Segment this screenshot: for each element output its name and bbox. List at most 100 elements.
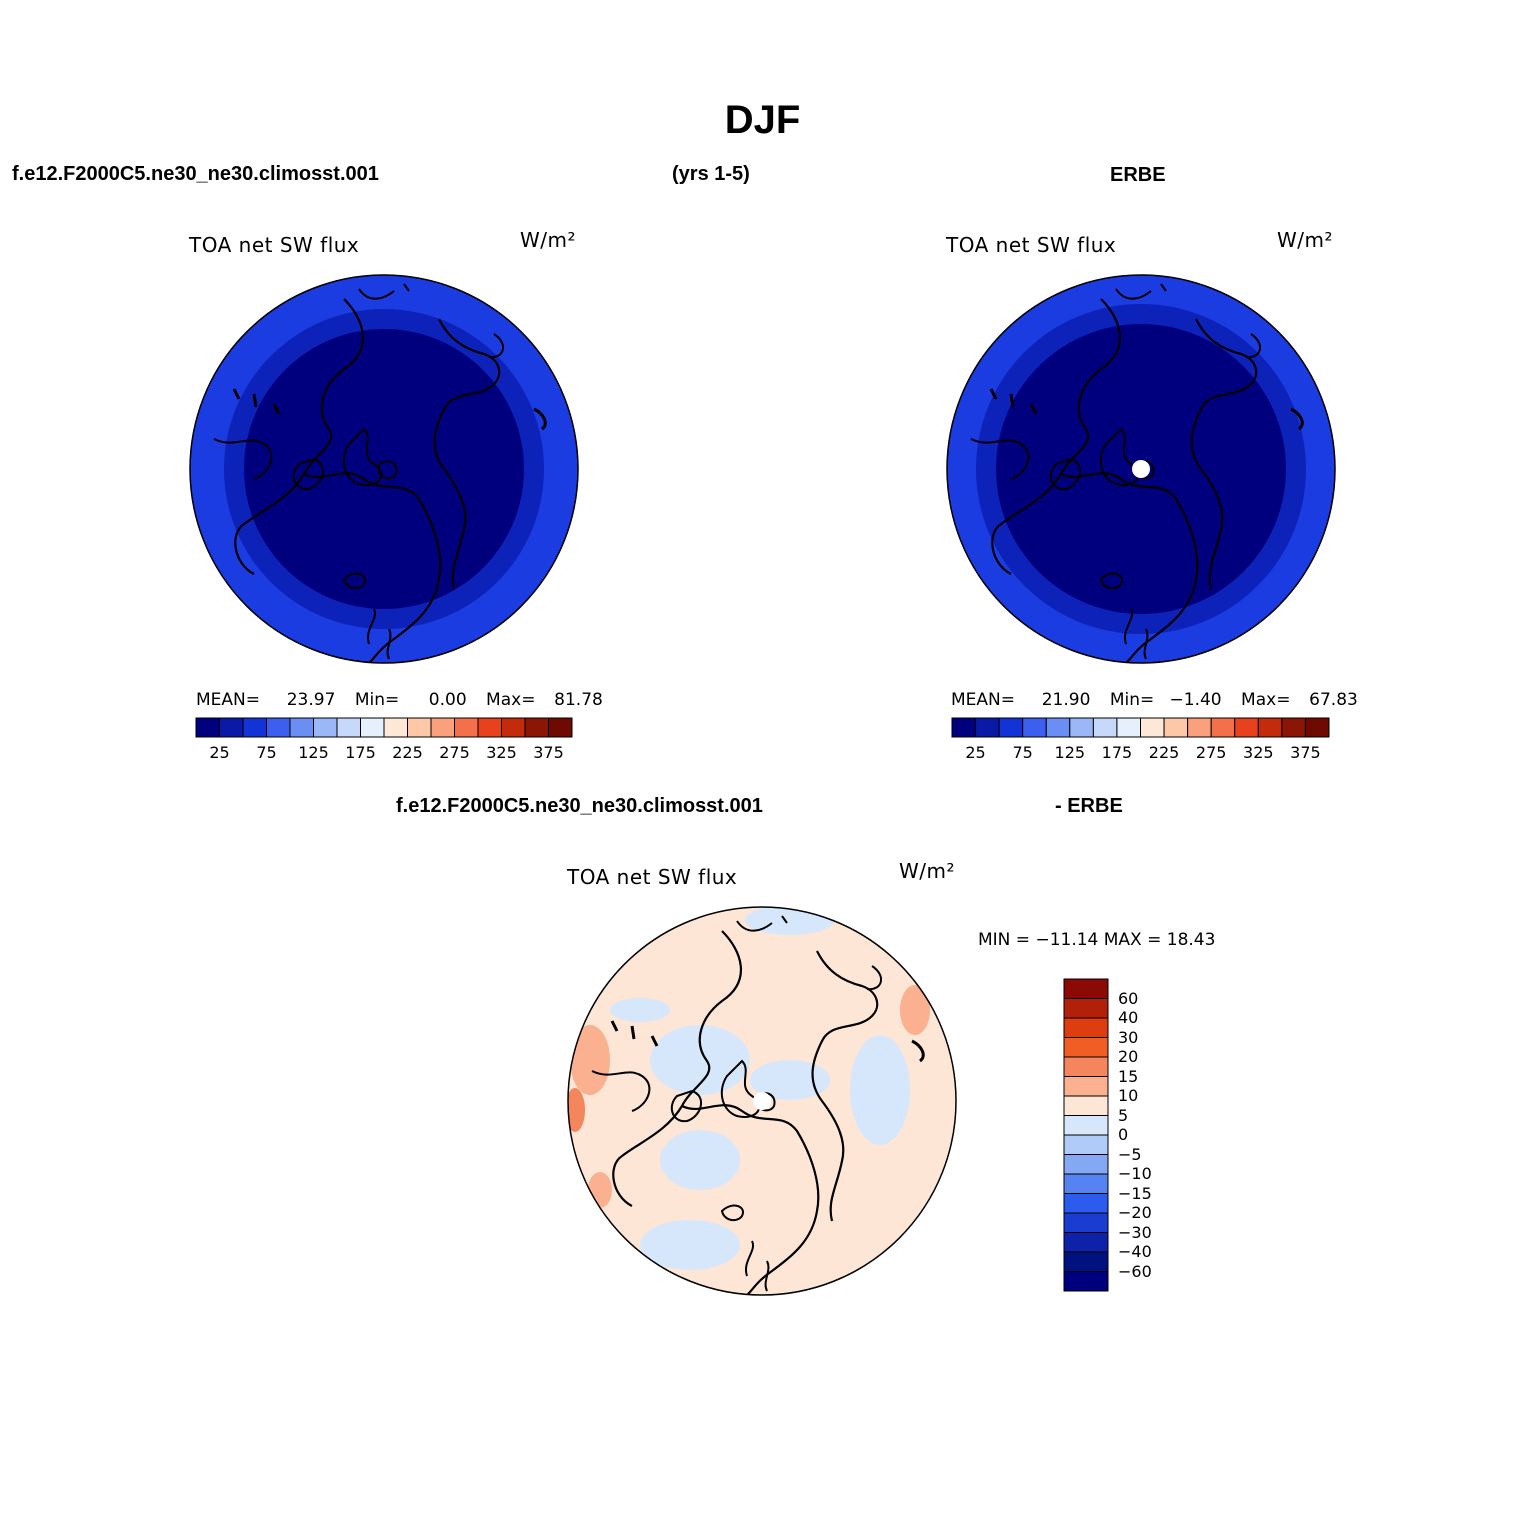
diff-negative-patch <box>640 1220 740 1270</box>
colorbar-tick-label: 375 <box>533 743 564 762</box>
case-name-label: f.e12.F2000C5.ne30_ne30.climosst.001 <box>12 163 379 185</box>
diff-pole-missing-marker <box>753 1092 771 1110</box>
diff-negative-patch <box>610 998 670 1022</box>
colorbar-tick-label: 75 <box>1012 743 1033 762</box>
colorbar-box <box>430 717 455 738</box>
colorbar-tick-label: 225 <box>1148 743 1180 762</box>
colorbar-tick-label: 10 <box>1118 1086 1139 1105</box>
colorbar-box <box>975 717 1000 738</box>
colorbar-box <box>1210 717 1236 738</box>
diff-negative-patch <box>660 1130 740 1190</box>
colorbar-tick-label: −10 <box>1118 1164 1152 1183</box>
colorbar-tick-label: −40 <box>1118 1242 1152 1261</box>
colorbar-box <box>383 717 408 738</box>
colorbar-box <box>266 717 291 738</box>
colorbar-tick-label: 275 <box>1195 743 1227 762</box>
colorbar-box <box>1063 1095 1109 1116</box>
model-units-label: W/m² <box>520 228 577 252</box>
colorbar-tick-label: −30 <box>1118 1222 1152 1242</box>
colorbar-box <box>1063 1134 1109 1155</box>
colorbar-box <box>360 717 385 738</box>
diff-obs-name-label: - ERBE <box>1055 795 1123 817</box>
colorbar-box <box>1163 717 1189 738</box>
colorbar-box <box>1281 717 1306 738</box>
colorbar-box <box>1063 1251 1109 1272</box>
colorbar-tick-label: 275 <box>439 743 470 762</box>
colorbar-tick-label: 25 <box>209 743 230 762</box>
obs-max-label: Max= <box>1241 690 1291 710</box>
colorbar-tick-label: 15 <box>1118 1066 1139 1086</box>
colorbar-box <box>1069 717 1094 738</box>
colorbar-tick-label: 175 <box>345 743 376 762</box>
diff-negative-patch <box>850 1035 910 1145</box>
colorbar-box <box>407 717 432 738</box>
obs-colorbar <box>951 717 1330 738</box>
diff-colorbar <box>1063 978 1109 1292</box>
colorbar-box <box>1234 717 1259 738</box>
colorbar-box <box>219 717 244 738</box>
model-map <box>190 275 578 663</box>
colorbar-box <box>313 717 338 738</box>
colorbar-box <box>1063 1212 1109 1233</box>
diff-stats: MIN = −11.14 MAX = 18.43 <box>978 930 1216 950</box>
diff-case-name-label: f.e12.F2000C5.ne30_ne30.climosst.001 <box>396 795 763 817</box>
diff-positive-patch <box>588 1172 612 1208</box>
obs-pole-missing-marker <box>1132 460 1150 478</box>
colorbar-box <box>1116 717 1141 738</box>
colorbar-tick-label: 175 <box>1101 743 1133 762</box>
colorbar-tick-label: −15 <box>1118 1183 1152 1203</box>
model-min-value: 0.00 <box>428 690 467 710</box>
colorbar-box <box>195 717 220 738</box>
colorbar-box <box>1063 1115 1109 1136</box>
colorbar-tick-label: 20 <box>1118 1047 1139 1066</box>
obs-map <box>947 275 1335 663</box>
colorbar-box <box>1063 1271 1109 1292</box>
colorbar-box <box>524 717 549 738</box>
diff-units-label: W/m² <box>899 859 956 883</box>
colorbar-box <box>1063 1173 1109 1194</box>
colorbar-tick-label: 60 <box>1118 988 1139 1008</box>
obs-min-value: −1.40 <box>1169 690 1222 710</box>
colorbar-tick-label: 0 <box>1118 1125 1129 1144</box>
obs-mean-label: MEAN= <box>951 690 1015 710</box>
colorbar-box <box>1257 717 1283 738</box>
colorbar-tick-label: −5 <box>1118 1144 1142 1164</box>
colorbar-tick-label: 40 <box>1118 1008 1139 1027</box>
colorbar-box <box>501 717 526 738</box>
colorbar-box <box>1022 717 1047 738</box>
colorbar-tick-label: 125 <box>298 743 329 762</box>
colorbar-box <box>548 717 573 738</box>
diff-positive-patch <box>900 985 930 1035</box>
model-variable-label: TOA net SW flux <box>189 233 360 257</box>
model-map-border <box>189 274 579 664</box>
colorbar-box <box>1092 717 1118 738</box>
colorbar-box <box>1063 1232 1109 1253</box>
colorbar-tick-label: 325 <box>486 743 517 762</box>
colorbar-box <box>1063 1017 1109 1038</box>
colorbar-tick-label: 5 <box>1118 1105 1129 1125</box>
colorbar-box <box>1140 717 1165 738</box>
diff-positive-patch <box>568 1088 585 1132</box>
colorbar-box <box>289 717 314 738</box>
diff-positive-patch <box>570 1025 610 1095</box>
diff-variable-label: TOA net SW flux <box>567 865 738 889</box>
colorbar-tick-label: 225 <box>392 743 423 762</box>
colorbar-tick-label: 325 <box>1243 743 1274 762</box>
colorbar-box <box>998 717 1024 738</box>
colorbar-box <box>1063 1076 1109 1097</box>
diff-negative-patch <box>750 1060 830 1100</box>
obs-map-border <box>946 274 1336 664</box>
colorbar-box <box>1063 1056 1109 1077</box>
model-max-label: Max= <box>486 690 536 710</box>
colorbar-box <box>1063 998 1109 1019</box>
model-polar-fill <box>244 329 524 609</box>
figure-title: DJF <box>724 98 801 142</box>
model-mean-label: MEAN= <box>196 690 260 710</box>
model-min-label: Min= <box>354 690 400 710</box>
model-stats: MEAN= 23.97 Min= 0.00 Max= 81.78 <box>196 690 603 710</box>
colorbar-box <box>1063 1037 1109 1058</box>
diff-map-border <box>567 906 957 1296</box>
colorbar-tick-label: 75 <box>256 743 277 762</box>
obs-name-label: ERBE <box>1110 164 1166 186</box>
